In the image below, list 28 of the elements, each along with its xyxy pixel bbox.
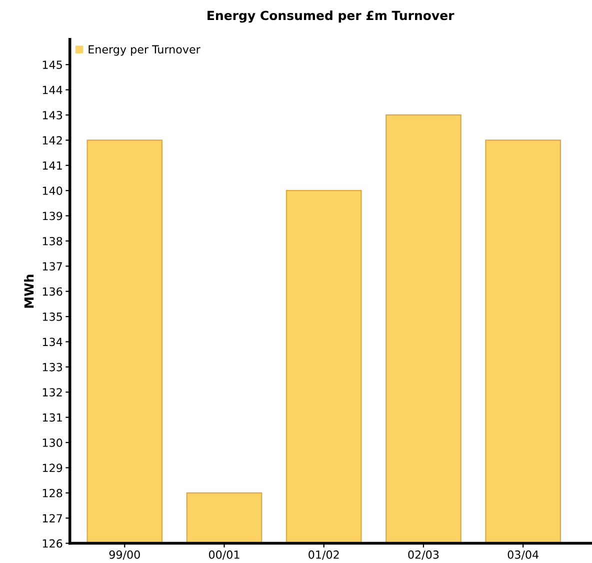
y-tick-label: 141 bbox=[42, 162, 62, 170]
y-tick-label: 135 bbox=[42, 312, 62, 321]
y-tick-label: 137 bbox=[42, 262, 62, 271]
y-tick-label: 127 bbox=[42, 514, 62, 522]
y-tick-label: 144 bbox=[42, 86, 62, 94]
x-tick-label: 99/00 bbox=[109, 550, 140, 560]
x-tick-label: 02/03 bbox=[408, 550, 439, 560]
y-tick-label: 136 bbox=[42, 287, 62, 296]
y-tick-label: 131 bbox=[42, 413, 62, 422]
y-tick-label: 142 bbox=[42, 136, 62, 144]
legend-label: Energy per Turnover bbox=[88, 45, 200, 56]
y-tick-label: 143 bbox=[42, 110, 62, 120]
x-tick-label: 03/04 bbox=[508, 550, 538, 560]
y-tick-label: 126 bbox=[42, 539, 62, 548]
x-tick-label: 01/02 bbox=[308, 550, 339, 560]
y-tick-label: 138 bbox=[42, 236, 62, 246]
y-axis-title: MWh bbox=[24, 274, 34, 308]
y-tick-label: 130 bbox=[42, 438, 62, 447]
chart-title: Energy Consumed per £m Turnover bbox=[208, 10, 454, 23]
y-tick-label: 140 bbox=[42, 186, 62, 195]
y-tick-label: 145 bbox=[42, 60, 62, 69]
y-tick-label: 129 bbox=[42, 464, 62, 472]
y-tick-label: 132 bbox=[42, 388, 62, 397]
y-tick-label: 128 bbox=[42, 488, 62, 498]
y-tick-label: 133 bbox=[42, 362, 62, 372]
y-tick-label: 139 bbox=[42, 212, 62, 220]
y-tick-label: 134 bbox=[42, 338, 62, 346]
x-tick-label: 00/01 bbox=[208, 550, 240, 560]
